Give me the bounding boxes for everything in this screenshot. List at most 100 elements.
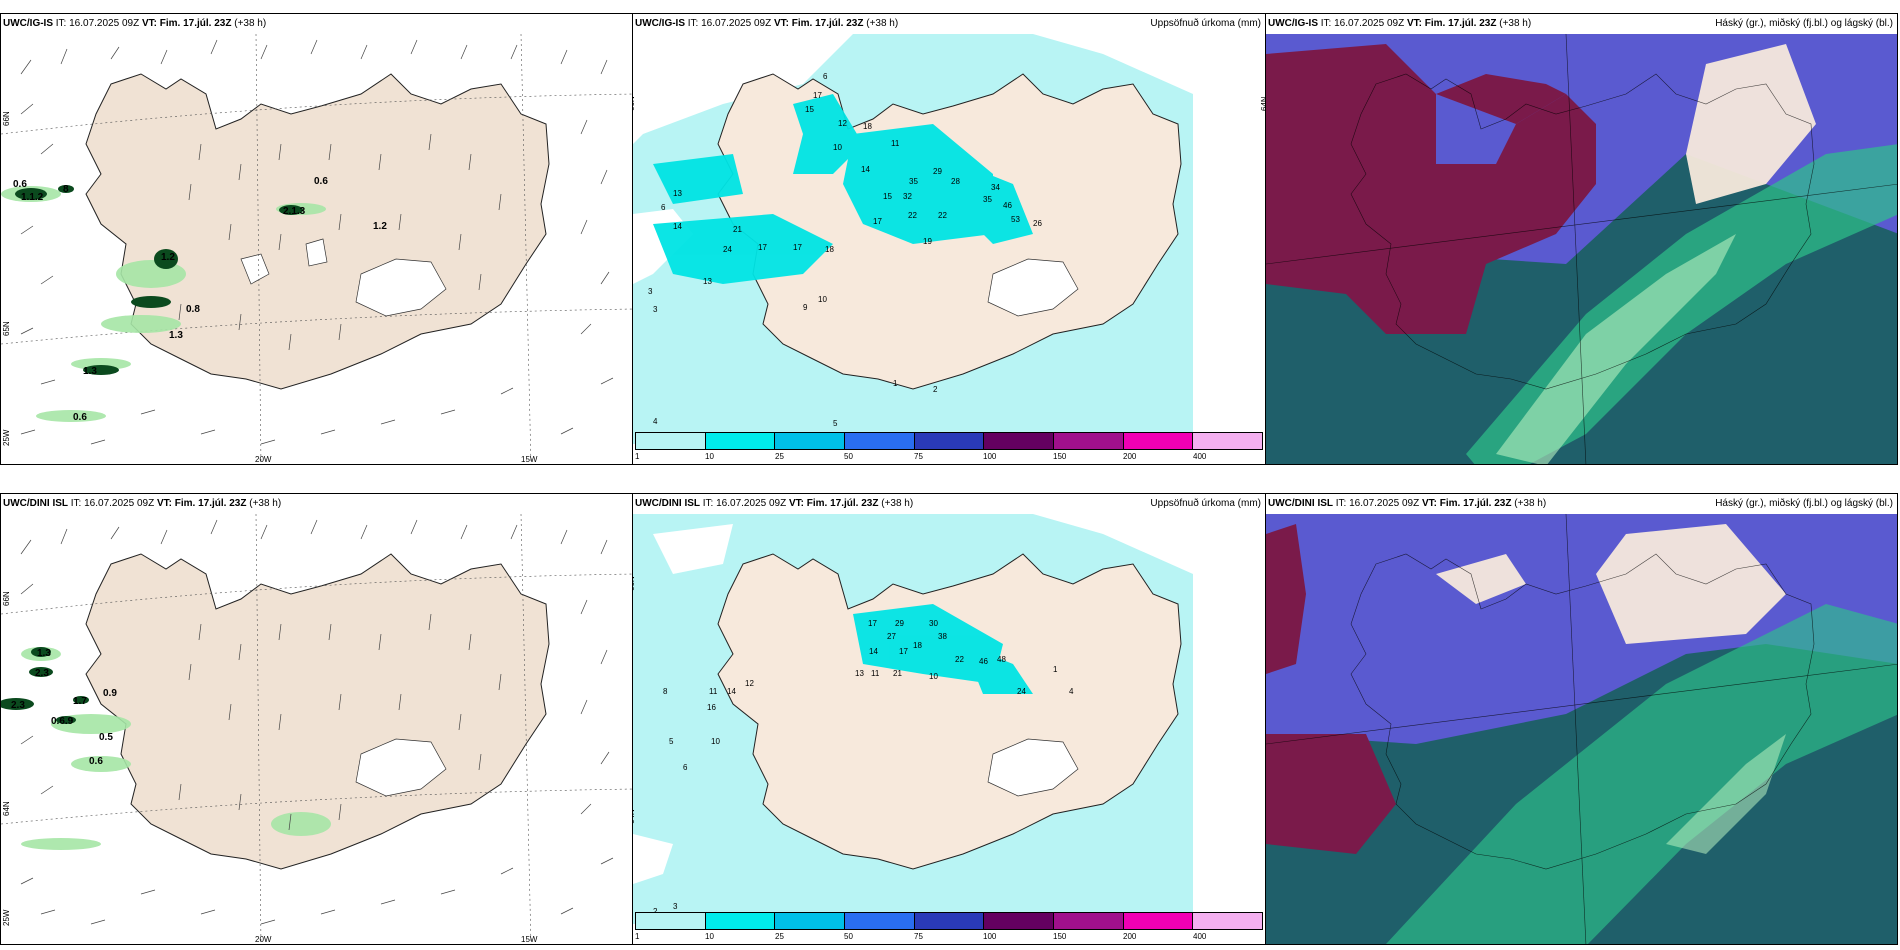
- lat-label: 66N: [632, 576, 636, 591]
- colorbar-swatch: [914, 913, 985, 929]
- lat-label: 66N: [2, 111, 11, 126]
- precip-value: 1.3: [169, 330, 183, 341]
- cloud-cover-panel-top: UWC/IG-IS IT: 16.07.2025 09Z VT: Fim. 17…: [1265, 13, 1898, 465]
- accum-value: 10: [833, 143, 842, 152]
- colorbar-swatch: [845, 913, 915, 929]
- lat-label: 65N: [2, 321, 11, 336]
- accum-value: 2: [933, 385, 938, 394]
- accum-value: 29: [933, 167, 942, 176]
- accum-value: 30: [929, 619, 938, 628]
- precip-value: 0.6: [314, 176, 328, 187]
- accum-value: 35: [983, 195, 992, 204]
- panel-header: UWC/DINI ISL IT: 16.07.2025 09Z VT: Fim.…: [1268, 498, 1893, 509]
- precip-value: 8: [63, 184, 69, 195]
- accum-value: 3: [648, 287, 653, 296]
- panel-header: UWC/DINI ISL IT: 16.07.2025 09Z VT: Fim.…: [3, 498, 282, 509]
- accum-value: 27: [887, 632, 896, 641]
- accum-value: 17: [793, 243, 802, 252]
- accum-value: 24: [723, 245, 732, 254]
- accum-value: 17: [899, 647, 908, 656]
- colorbar-swatch: [984, 433, 1055, 449]
- colorbar-swatch: [845, 433, 915, 449]
- accum-value: 11: [891, 139, 900, 148]
- lat-label: 25W: [2, 909, 11, 926]
- accum-value: 29: [895, 619, 904, 628]
- precip-value: 0.6: [89, 756, 103, 767]
- accum-value: 32: [903, 192, 912, 201]
- colorbar-tick: 10: [705, 452, 714, 461]
- lat-label: 64N: [2, 801, 11, 816]
- accum-value: 1: [893, 379, 898, 388]
- accum-value: 18: [863, 122, 872, 131]
- colorbar-tick: 150: [1053, 932, 1067, 941]
- accum-value: 8: [663, 687, 668, 696]
- panel-header: UWC/IG-IS IT: 16.07.2025 09Z VT: Fim. 17…: [3, 18, 267, 29]
- accum-value: 6: [661, 203, 666, 212]
- colorbar-tick: 75: [914, 932, 923, 941]
- lat-label: 25W: [2, 429, 11, 446]
- wind-precip-panel-bottom: UWC/DINI ISL IT: 16.07.2025 09Z VT: Fim.…: [0, 493, 633, 945]
- accum-value: 13: [703, 277, 712, 286]
- precip-value: 2.3: [35, 668, 49, 679]
- precip-value: 1.1.2: [21, 192, 44, 203]
- accum-value: 22: [908, 211, 917, 220]
- lon-label: 20W: [255, 935, 272, 944]
- accum-value: 4: [1069, 687, 1074, 696]
- accum-value: 13: [673, 189, 682, 198]
- lat-label: 66N: [632, 96, 636, 111]
- accum-value: 28: [951, 177, 960, 186]
- accum-value: 10: [818, 295, 827, 304]
- cloud-map: [1266, 34, 1897, 464]
- colorbar-swatch: [1193, 433, 1263, 449]
- accum-value: 5: [669, 737, 674, 746]
- colorbar-tick: 400: [1193, 932, 1207, 941]
- lon-label: 15W: [521, 455, 538, 464]
- colorbar-tick: 75: [914, 452, 923, 461]
- colorbar: [635, 912, 1263, 930]
- panel-field-title: Uppsöfnuð úrkoma (mm): [1150, 18, 1261, 29]
- accum-precip-panel-bottom: UWC/DINI ISL IT: 16.07.2025 09Z VT: Fim.…: [632, 493, 1266, 945]
- accum-value: 14: [673, 222, 682, 231]
- panel-header: UWC/DINI ISL IT: 16.07.2025 09Z VT: Fim.…: [635, 498, 1261, 509]
- accum-value: 17: [868, 619, 877, 628]
- wind-precip-panel-top: UWC/IG-IS IT: 16.07.2025 09Z VT: Fim. 17…: [0, 13, 633, 465]
- panel-field-title: Uppsöfnuð úrkoma (mm): [1150, 498, 1261, 509]
- precip-value: 0.6: [73, 412, 87, 423]
- accum-value: 10: [711, 737, 720, 746]
- accum-value: 9: [803, 303, 808, 312]
- colorbar-tick: 200: [1123, 932, 1137, 941]
- accum-value: 46: [979, 657, 988, 666]
- accum-value: 5: [833, 419, 838, 428]
- colorbar-swatch: [1054, 913, 1124, 929]
- accum-value: 15: [883, 192, 892, 201]
- precip-value: 1.3: [83, 366, 97, 377]
- accum-value: 14: [727, 687, 736, 696]
- colorbar-tick: 100: [983, 452, 997, 461]
- colorbar-swatch: [1123, 433, 1194, 449]
- lat-label: 66N: [2, 591, 11, 606]
- accum-value: 1: [1053, 665, 1058, 674]
- accum-value: 21: [733, 225, 742, 234]
- accum-value: 13: [855, 669, 864, 678]
- colorbar-swatch: [1123, 913, 1194, 929]
- lon-label: 20W: [255, 455, 272, 464]
- accum-value: 16: [707, 703, 716, 712]
- accum-value: 34: [991, 183, 1000, 192]
- accum-value: 24: [1017, 687, 1026, 696]
- lat-label: 64N: [632, 809, 636, 824]
- colorbar-swatch: [775, 913, 846, 929]
- precip-value: 1.2: [161, 252, 175, 263]
- precip-value: 1.3: [37, 648, 51, 659]
- accum-value: 17: [813, 91, 822, 100]
- panel-header: UWC/IG-IS IT: 16.07.2025 09Z VT: Fim. 17…: [1268, 18, 1893, 29]
- accum-precip-map: 17 29 30 27 18 38 14 17 22 46 48 24 13 1…: [633, 514, 1265, 924]
- colorbar-swatch: [705, 433, 776, 449]
- colorbar-swatch: [705, 913, 776, 929]
- accum-value: 22: [955, 655, 964, 664]
- colorbar-swatch: [636, 433, 706, 449]
- lon-label: 15W: [521, 935, 538, 944]
- colorbar-tick: 50: [844, 452, 853, 461]
- precip-value: 0.6: [13, 179, 27, 190]
- accum-value: 6: [823, 72, 828, 81]
- colorbar-tick: 100: [983, 932, 997, 941]
